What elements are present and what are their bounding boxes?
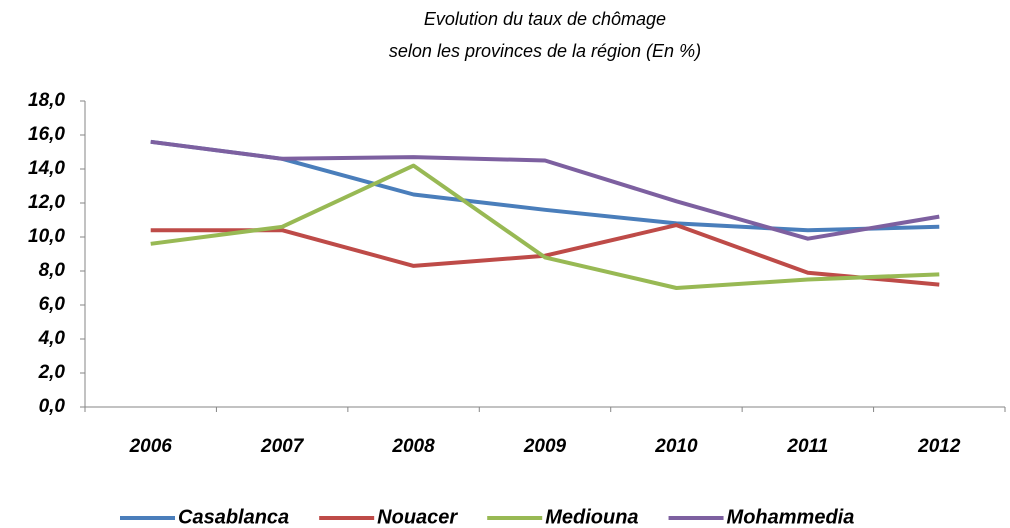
line-series: [150, 139, 940, 241]
y-tick-label: 6,0: [39, 294, 66, 315]
y-tick-label: 8,0: [39, 260, 66, 281]
legend-label: Casablanca: [178, 506, 289, 528]
y-tick-label: 16,0: [28, 124, 65, 145]
legend-label: Nouacer: [377, 506, 458, 528]
x-tick-label: 2007: [260, 436, 305, 457]
chart-subtitle: selon les provinces de la région (En %): [389, 41, 701, 61]
legend-label: Mediouna: [545, 506, 638, 528]
line-series: [150, 223, 940, 287]
line-series: [150, 163, 940, 290]
chart-title: Evolution du taux de chômage: [424, 9, 666, 29]
x-tick-label: 2008: [391, 436, 435, 457]
y-tick-label: 0,0: [39, 396, 66, 417]
y-tick-label: 12,0: [28, 192, 65, 213]
y-tick-label: 14,0: [28, 158, 65, 179]
x-tick-label: 2012: [917, 436, 961, 457]
x-tick-label: 2009: [523, 436, 567, 457]
y-tick-label: 10,0: [28, 226, 65, 247]
y-tick-label: 18,0: [28, 90, 65, 111]
legend-label: Mohammedia: [727, 506, 855, 528]
y-tick-label: 4,0: [38, 328, 66, 349]
x-tick-label: 2010: [654, 436, 698, 457]
x-tick-label: 2006: [129, 436, 173, 457]
x-tick-label: 2011: [786, 436, 828, 457]
line-series: [150, 139, 940, 233]
y-tick-label: 2,0: [38, 362, 66, 383]
